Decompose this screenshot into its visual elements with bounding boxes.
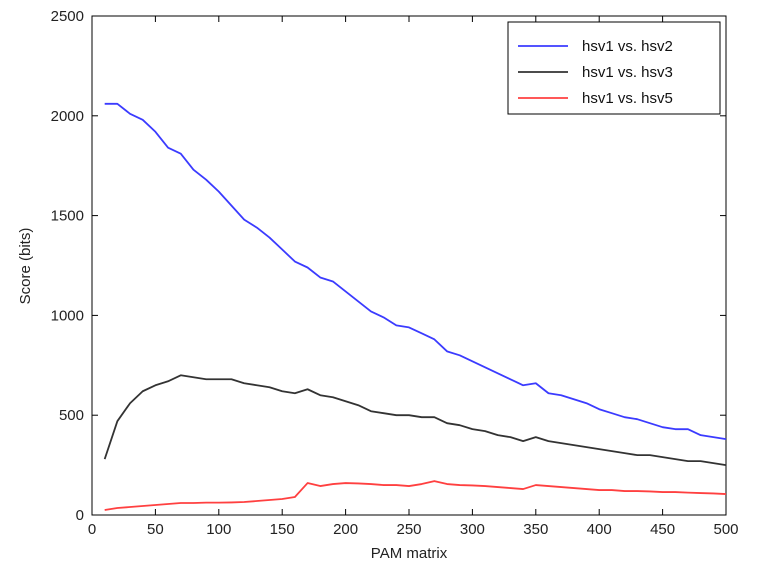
x-tick-label: 300 xyxy=(460,521,485,538)
y-tick-label: 1000 xyxy=(51,307,84,324)
y-tick-label: 2000 xyxy=(51,108,84,125)
x-tick-label: 350 xyxy=(523,521,548,538)
x-tick-label: 400 xyxy=(587,521,612,538)
y-tick-label: 0 xyxy=(76,507,84,524)
y-tick-label: 2500 xyxy=(51,8,84,25)
legend: hsv1 vs. hsv2 hsv1 vs. hsv3 hsv1 vs. hsv… xyxy=(507,21,721,115)
series-line-hsv2 xyxy=(104,102,727,441)
legend-label-hsv2: hsv1 vs. hsv2 xyxy=(582,38,673,55)
series-lines xyxy=(103,102,727,511)
axis-ticks: 0 50 100 150 200 250 300 350 400 450 500 0 500 1000 15… xyxy=(51,8,739,538)
series-line-hsv3 xyxy=(103,374,727,466)
x-tick-label: 450 xyxy=(650,521,675,538)
x-tick-label: 50 xyxy=(147,521,164,538)
x-tick-label: 100 xyxy=(206,521,231,538)
x-tick-label: 150 xyxy=(270,521,295,538)
x-axis-label: PAM matrix xyxy=(371,545,448,562)
x-tick-label: 500 xyxy=(713,521,738,538)
x-tick-label: 0 xyxy=(88,521,96,538)
series-line-hsv5 xyxy=(104,480,727,511)
y-axis-label: Score (bits) xyxy=(17,228,34,305)
y-tick-label: 1500 xyxy=(51,208,84,225)
legend-label-hsv3: hsv1 vs. hsv3 xyxy=(582,64,673,81)
y-tick-label: 500 xyxy=(59,407,84,424)
x-tick-label: 200 xyxy=(333,521,358,538)
legend-label-hsv5: hsv1 vs. hsv5 xyxy=(582,90,673,107)
x-tick-label: 250 xyxy=(396,521,421,538)
